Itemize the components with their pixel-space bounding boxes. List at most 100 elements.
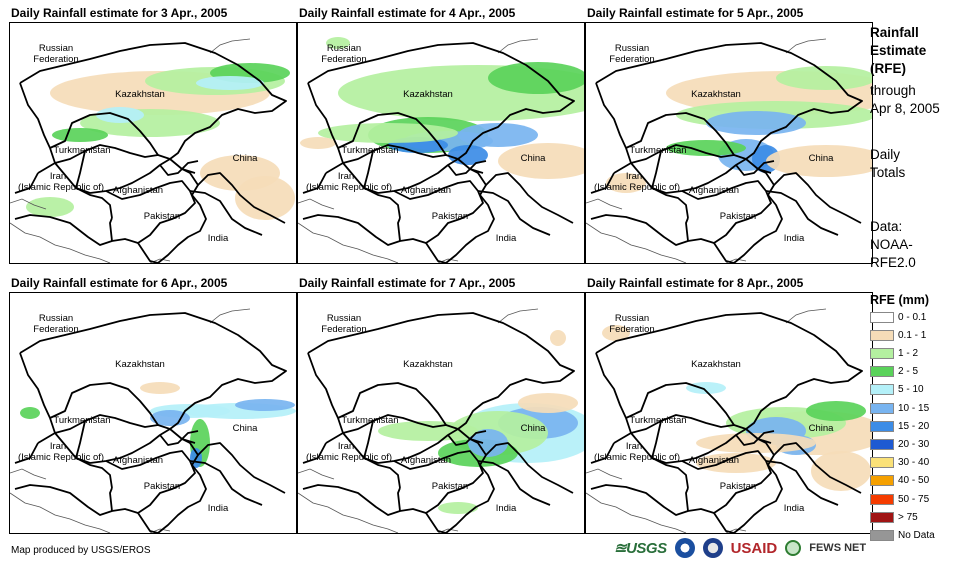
country-label-afghanistan: Afghanistan	[112, 455, 164, 466]
country-label-india: India	[207, 503, 229, 514]
rainfall-area	[518, 393, 578, 413]
legend-swatch	[870, 420, 894, 432]
side-title-rfe: (RFE)	[870, 61, 906, 76]
country-label-china: China	[808, 423, 834, 434]
legend-label: 15 - 20	[898, 420, 930, 432]
country-label-russia: Russian Federation	[609, 43, 655, 65]
legend-item: 10 - 15	[870, 401, 929, 415]
country-label-russia: Russian Federation	[321, 43, 367, 65]
rainfall-area	[378, 421, 478, 441]
side-daily: Daily	[870, 147, 901, 162]
country-label-iran: Iran (Islamic Republic of)	[306, 441, 393, 463]
legend-label: 10 - 15	[898, 402, 930, 414]
country-label-pakistan: Pakistan	[431, 481, 469, 492]
country-label-pakistan: Pakistan	[431, 211, 469, 222]
country-label-kazakhstan: Kazakhstan	[115, 89, 165, 100]
country-label-kazakhstan: Kazakhstan	[403, 89, 453, 100]
rainfall-area	[602, 325, 630, 341]
legend-swatch	[870, 493, 894, 505]
legend-swatch	[870, 402, 894, 414]
country-label-india: India	[783, 503, 805, 514]
country-label-turkmenistan: Turkmenistan	[341, 415, 399, 426]
side-through: through	[870, 83, 916, 98]
panel-title-1: Daily Rainfall estimate for 3 Apr., 2005	[11, 6, 228, 20]
rainfall-area	[696, 453, 776, 473]
country-label-china: China	[232, 153, 258, 164]
rainfall-area	[20, 407, 40, 419]
rainfall-map	[10, 308, 296, 533]
country-label-pakistan: Pakistan	[143, 211, 181, 222]
legend-item: 1 - 2	[870, 346, 918, 360]
coastline	[586, 38, 827, 263]
rainfall-layer	[20, 382, 296, 468]
country-boundaries	[302, 42, 575, 263]
rainfall-area	[686, 382, 726, 394]
legend-swatch	[870, 511, 894, 523]
side-noaa: NOAA-	[870, 237, 913, 252]
country-boundaries	[302, 312, 575, 533]
legend-swatch	[870, 457, 894, 469]
rainfall-area	[458, 123, 538, 147]
legend-label: 0.1 - 1	[898, 329, 927, 341]
country-label-china: China	[520, 153, 546, 164]
country-label-turkmenistan: Turkmenistan	[629, 145, 687, 156]
logo-strip: ≊USGS USAID FEWS NET	[614, 538, 866, 558]
country-label-afghanistan: Afghanistan	[112, 185, 164, 196]
panel-title-4: Daily Rainfall estimate for 6 Apr., 2005	[11, 276, 228, 290]
side-data: Data:	[870, 219, 903, 234]
legend-item: 40 - 50	[870, 474, 929, 488]
country-label-turkmenistan: Turkmenistan	[53, 415, 111, 426]
country-label-iran: Iran (Islamic Republic of)	[306, 171, 393, 193]
country-label-iran: Iran (Islamic Republic of)	[594, 171, 681, 193]
legend-swatch	[870, 529, 894, 541]
legend-item: 0.1 - 1	[870, 328, 926, 342]
legend-label: 40 - 50	[898, 475, 930, 487]
rainfall-map	[10, 38, 295, 263]
coastline	[10, 38, 251, 263]
panel-title-2: Daily Rainfall estimate for 4 Apr., 2005	[299, 6, 516, 20]
panel-title-3: Daily Rainfall estimate for 5 Apr., 2005	[587, 6, 804, 20]
country-label-kazakhstan: Kazakhstan	[691, 359, 741, 370]
rainfall-area	[468, 429, 508, 457]
legend-title: RFE (mm)	[870, 293, 930, 307]
panel-title-6: Daily Rainfall estimate for 8 Apr., 2005	[587, 276, 804, 290]
rainfall-area	[606, 173, 646, 193]
legend-label: 20 - 30	[898, 438, 930, 450]
map-panel-2: Russian Federation Kazakhstan Turkmenistan…	[297, 22, 585, 264]
country-label-turkmenistan: Turkmenistan	[53, 145, 111, 156]
rainfall-map	[586, 308, 872, 533]
country-label-india: India	[207, 233, 229, 244]
rainfall-area	[438, 502, 478, 514]
rainfall-layer	[602, 325, 872, 491]
country-label-turkmenistan: Turkmenistan	[629, 415, 687, 426]
legend-item: 20 - 30	[870, 437, 929, 451]
country-boundaries	[590, 42, 863, 263]
legend-item: 0 - 0.1	[870, 310, 926, 324]
country-label-afghanistan: Afghanistan	[400, 455, 452, 466]
country-label-russia: Russian Federation	[321, 313, 367, 335]
map-panel-6: Russian Federation Kazakhstan Turkmenistan…	[585, 292, 873, 534]
country-label-kazakhstan: Kazakhstan	[691, 89, 741, 100]
legend-label: 5 - 10	[898, 384, 924, 396]
country-label-pakistan: Pakistan	[719, 481, 757, 492]
legend-label: 1 - 2	[898, 347, 919, 359]
fews-net-logo: FEWS NET	[809, 542, 867, 554]
country-boundaries	[14, 42, 287, 263]
country-label-kazakhstan: Kazakhstan	[403, 359, 453, 370]
rainfall-area	[150, 410, 190, 426]
rainfall-map	[586, 38, 872, 263]
country-label-china: China	[808, 153, 834, 164]
coastline	[298, 38, 539, 263]
country-label-kazakhstan: Kazakhstan	[115, 359, 165, 370]
country-label-china: China	[232, 423, 258, 434]
legend-item: 30 - 40	[870, 456, 929, 470]
legend-label: 2 - 5	[898, 366, 919, 378]
legend-swatch	[870, 329, 894, 341]
usgs-logo: ≊USGS	[614, 540, 667, 557]
panel-title-5: Daily Rainfall estimate for 7 Apr., 2005	[299, 276, 516, 290]
country-label-turkmenistan: Turkmenistan	[341, 145, 399, 156]
rainfall-area	[488, 62, 584, 94]
map-panel-4: Russian Federation Kazakhstan Turkmenistan…	[9, 292, 297, 534]
country-label-iran: Iran (Islamic Republic of)	[18, 171, 105, 193]
legend-label: 30 - 40	[898, 457, 930, 469]
